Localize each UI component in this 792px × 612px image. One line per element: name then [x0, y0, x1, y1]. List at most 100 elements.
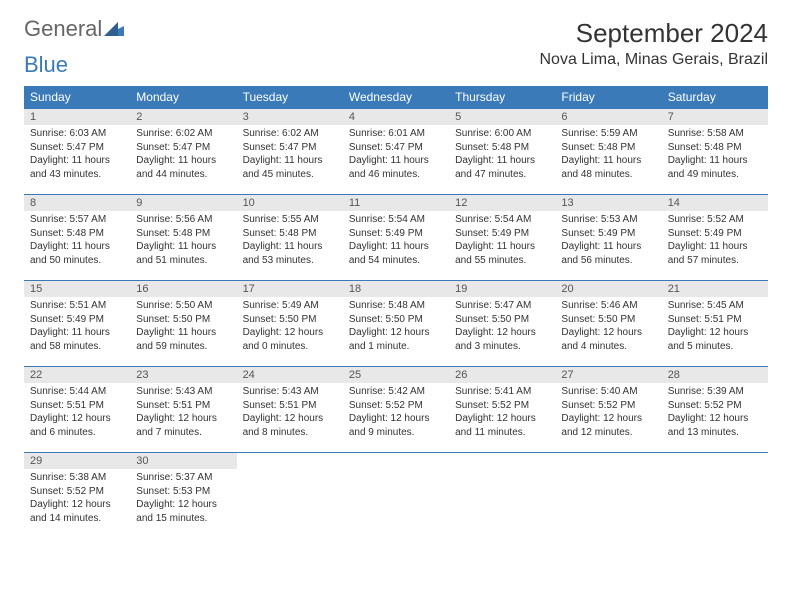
- day-info: Sunrise: 5:37 AMSunset: 5:53 PMDaylight:…: [130, 469, 236, 529]
- header: General Blue September 2024 Nova Lima, M…: [24, 18, 768, 76]
- location: Nova Lima, Minas Gerais, Brazil: [539, 51, 768, 69]
- day-number: 12: [449, 195, 555, 211]
- weekday-header: Friday: [555, 86, 661, 109]
- day-info: Sunrise: 5:55 AMSunset: 5:48 PMDaylight:…: [237, 211, 343, 271]
- calendar-cell: 29Sunrise: 5:38 AMSunset: 5:52 PMDayligh…: [24, 453, 130, 539]
- day-number: 25: [343, 367, 449, 383]
- calendar-cell: 24Sunrise: 5:43 AMSunset: 5:51 PMDayligh…: [237, 367, 343, 453]
- calendar-cell: 3Sunrise: 6:02 AMSunset: 5:47 PMDaylight…: [237, 109, 343, 195]
- calendar-cell: 15Sunrise: 5:51 AMSunset: 5:49 PMDayligh…: [24, 281, 130, 367]
- weekday-header: Thursday: [449, 86, 555, 109]
- calendar-cell: 5Sunrise: 6:00 AMSunset: 5:48 PMDaylight…: [449, 109, 555, 195]
- day-info: Sunrise: 5:44 AMSunset: 5:51 PMDaylight:…: [24, 383, 130, 443]
- day-number: 24: [237, 367, 343, 383]
- calendar-cell: 9Sunrise: 5:56 AMSunset: 5:48 PMDaylight…: [130, 195, 236, 281]
- day-number: 29: [24, 453, 130, 469]
- day-info: Sunrise: 5:50 AMSunset: 5:50 PMDaylight:…: [130, 297, 236, 357]
- calendar-cell: [662, 453, 768, 539]
- calendar-cell: 25Sunrise: 5:42 AMSunset: 5:52 PMDayligh…: [343, 367, 449, 453]
- calendar-body: 1Sunrise: 6:03 AMSunset: 5:47 PMDaylight…: [24, 109, 768, 539]
- day-info: Sunrise: 5:48 AMSunset: 5:50 PMDaylight:…: [343, 297, 449, 357]
- day-info: Sunrise: 5:39 AMSunset: 5:52 PMDaylight:…: [662, 383, 768, 443]
- day-number: 13: [555, 195, 661, 211]
- day-number: 11: [343, 195, 449, 211]
- calendar-cell: 7Sunrise: 5:58 AMSunset: 5:48 PMDaylight…: [662, 109, 768, 195]
- day-number: 23: [130, 367, 236, 383]
- day-info: Sunrise: 5:38 AMSunset: 5:52 PMDaylight:…: [24, 469, 130, 529]
- calendar-cell: 18Sunrise: 5:48 AMSunset: 5:50 PMDayligh…: [343, 281, 449, 367]
- calendar-cell: 28Sunrise: 5:39 AMSunset: 5:52 PMDayligh…: [662, 367, 768, 453]
- weekday-header: Sunday: [24, 86, 130, 109]
- day-number: 7: [662, 109, 768, 125]
- weekday-header: Wednesday: [343, 86, 449, 109]
- day-info: Sunrise: 5:43 AMSunset: 5:51 PMDaylight:…: [237, 383, 343, 443]
- day-info: Sunrise: 5:56 AMSunset: 5:48 PMDaylight:…: [130, 211, 236, 271]
- logo-text-general: General: [24, 16, 102, 41]
- calendar-cell: 6Sunrise: 5:59 AMSunset: 5:48 PMDaylight…: [555, 109, 661, 195]
- day-info: Sunrise: 5:47 AMSunset: 5:50 PMDaylight:…: [449, 297, 555, 357]
- day-number: 17: [237, 281, 343, 297]
- calendar-row: 15Sunrise: 5:51 AMSunset: 5:49 PMDayligh…: [24, 281, 768, 367]
- logo: General Blue: [24, 18, 124, 76]
- calendar-cell: 26Sunrise: 5:41 AMSunset: 5:52 PMDayligh…: [449, 367, 555, 453]
- calendar-cell: 16Sunrise: 5:50 AMSunset: 5:50 PMDayligh…: [130, 281, 236, 367]
- day-number: 14: [662, 195, 768, 211]
- day-number: 8: [24, 195, 130, 211]
- calendar-cell: 19Sunrise: 5:47 AMSunset: 5:50 PMDayligh…: [449, 281, 555, 367]
- day-info: Sunrise: 6:02 AMSunset: 5:47 PMDaylight:…: [130, 125, 236, 185]
- day-number: 27: [555, 367, 661, 383]
- day-number: 30: [130, 453, 236, 469]
- month-title: September 2024: [539, 18, 768, 49]
- day-number: 22: [24, 367, 130, 383]
- day-info: Sunrise: 6:03 AMSunset: 5:47 PMDaylight:…: [24, 125, 130, 185]
- calendar-table: SundayMondayTuesdayWednesdayThursdayFrid…: [24, 86, 768, 539]
- day-number: 4: [343, 109, 449, 125]
- calendar-cell: [449, 453, 555, 539]
- day-number: 10: [237, 195, 343, 211]
- weekday-header: Tuesday: [237, 86, 343, 109]
- calendar-row: 29Sunrise: 5:38 AMSunset: 5:52 PMDayligh…: [24, 453, 768, 539]
- day-info: Sunrise: 5:54 AMSunset: 5:49 PMDaylight:…: [343, 211, 449, 271]
- calendar-cell: 14Sunrise: 5:52 AMSunset: 5:49 PMDayligh…: [662, 195, 768, 281]
- calendar-cell: 20Sunrise: 5:46 AMSunset: 5:50 PMDayligh…: [555, 281, 661, 367]
- day-info: Sunrise: 5:46 AMSunset: 5:50 PMDaylight:…: [555, 297, 661, 357]
- day-info: Sunrise: 5:57 AMSunset: 5:48 PMDaylight:…: [24, 211, 130, 271]
- calendar-cell: 22Sunrise: 5:44 AMSunset: 5:51 PMDayligh…: [24, 367, 130, 453]
- calendar-cell: 2Sunrise: 6:02 AMSunset: 5:47 PMDaylight…: [130, 109, 236, 195]
- calendar-row: 1Sunrise: 6:03 AMSunset: 5:47 PMDaylight…: [24, 109, 768, 195]
- day-info: Sunrise: 6:00 AMSunset: 5:48 PMDaylight:…: [449, 125, 555, 185]
- day-info: Sunrise: 5:45 AMSunset: 5:51 PMDaylight:…: [662, 297, 768, 357]
- calendar-cell: 21Sunrise: 5:45 AMSunset: 5:51 PMDayligh…: [662, 281, 768, 367]
- calendar-row: 8Sunrise: 5:57 AMSunset: 5:48 PMDaylight…: [24, 195, 768, 281]
- calendar-cell: [343, 453, 449, 539]
- day-number: 21: [662, 281, 768, 297]
- calendar-row: 22Sunrise: 5:44 AMSunset: 5:51 PMDayligh…: [24, 367, 768, 453]
- day-info: Sunrise: 5:42 AMSunset: 5:52 PMDaylight:…: [343, 383, 449, 443]
- calendar-cell: 4Sunrise: 6:01 AMSunset: 5:47 PMDaylight…: [343, 109, 449, 195]
- calendar-cell: 8Sunrise: 5:57 AMSunset: 5:48 PMDaylight…: [24, 195, 130, 281]
- day-number: 28: [662, 367, 768, 383]
- day-info: Sunrise: 5:41 AMSunset: 5:52 PMDaylight:…: [449, 383, 555, 443]
- day-number: 1: [24, 109, 130, 125]
- logo-icon: [104, 18, 124, 40]
- day-number: 15: [24, 281, 130, 297]
- calendar-cell: 10Sunrise: 5:55 AMSunset: 5:48 PMDayligh…: [237, 195, 343, 281]
- day-info: Sunrise: 5:52 AMSunset: 5:49 PMDaylight:…: [662, 211, 768, 271]
- calendar-cell: 11Sunrise: 5:54 AMSunset: 5:49 PMDayligh…: [343, 195, 449, 281]
- day-info: Sunrise: 5:54 AMSunset: 5:49 PMDaylight:…: [449, 211, 555, 271]
- day-number: 2: [130, 109, 236, 125]
- day-info: Sunrise: 5:59 AMSunset: 5:48 PMDaylight:…: [555, 125, 661, 185]
- calendar-cell: 23Sunrise: 5:43 AMSunset: 5:51 PMDayligh…: [130, 367, 236, 453]
- weekday-header-row: SundayMondayTuesdayWednesdayThursdayFrid…: [24, 86, 768, 109]
- day-info: Sunrise: 5:43 AMSunset: 5:51 PMDaylight:…: [130, 383, 236, 443]
- calendar-cell: 12Sunrise: 5:54 AMSunset: 5:49 PMDayligh…: [449, 195, 555, 281]
- calendar-cell: 13Sunrise: 5:53 AMSunset: 5:49 PMDayligh…: [555, 195, 661, 281]
- day-number: 3: [237, 109, 343, 125]
- calendar-cell: 1Sunrise: 6:03 AMSunset: 5:47 PMDaylight…: [24, 109, 130, 195]
- day-number: 20: [555, 281, 661, 297]
- calendar-cell: [237, 453, 343, 539]
- logo-text-blue: Blue: [24, 52, 68, 77]
- day-number: 6: [555, 109, 661, 125]
- day-info: Sunrise: 5:51 AMSunset: 5:49 PMDaylight:…: [24, 297, 130, 357]
- day-number: 18: [343, 281, 449, 297]
